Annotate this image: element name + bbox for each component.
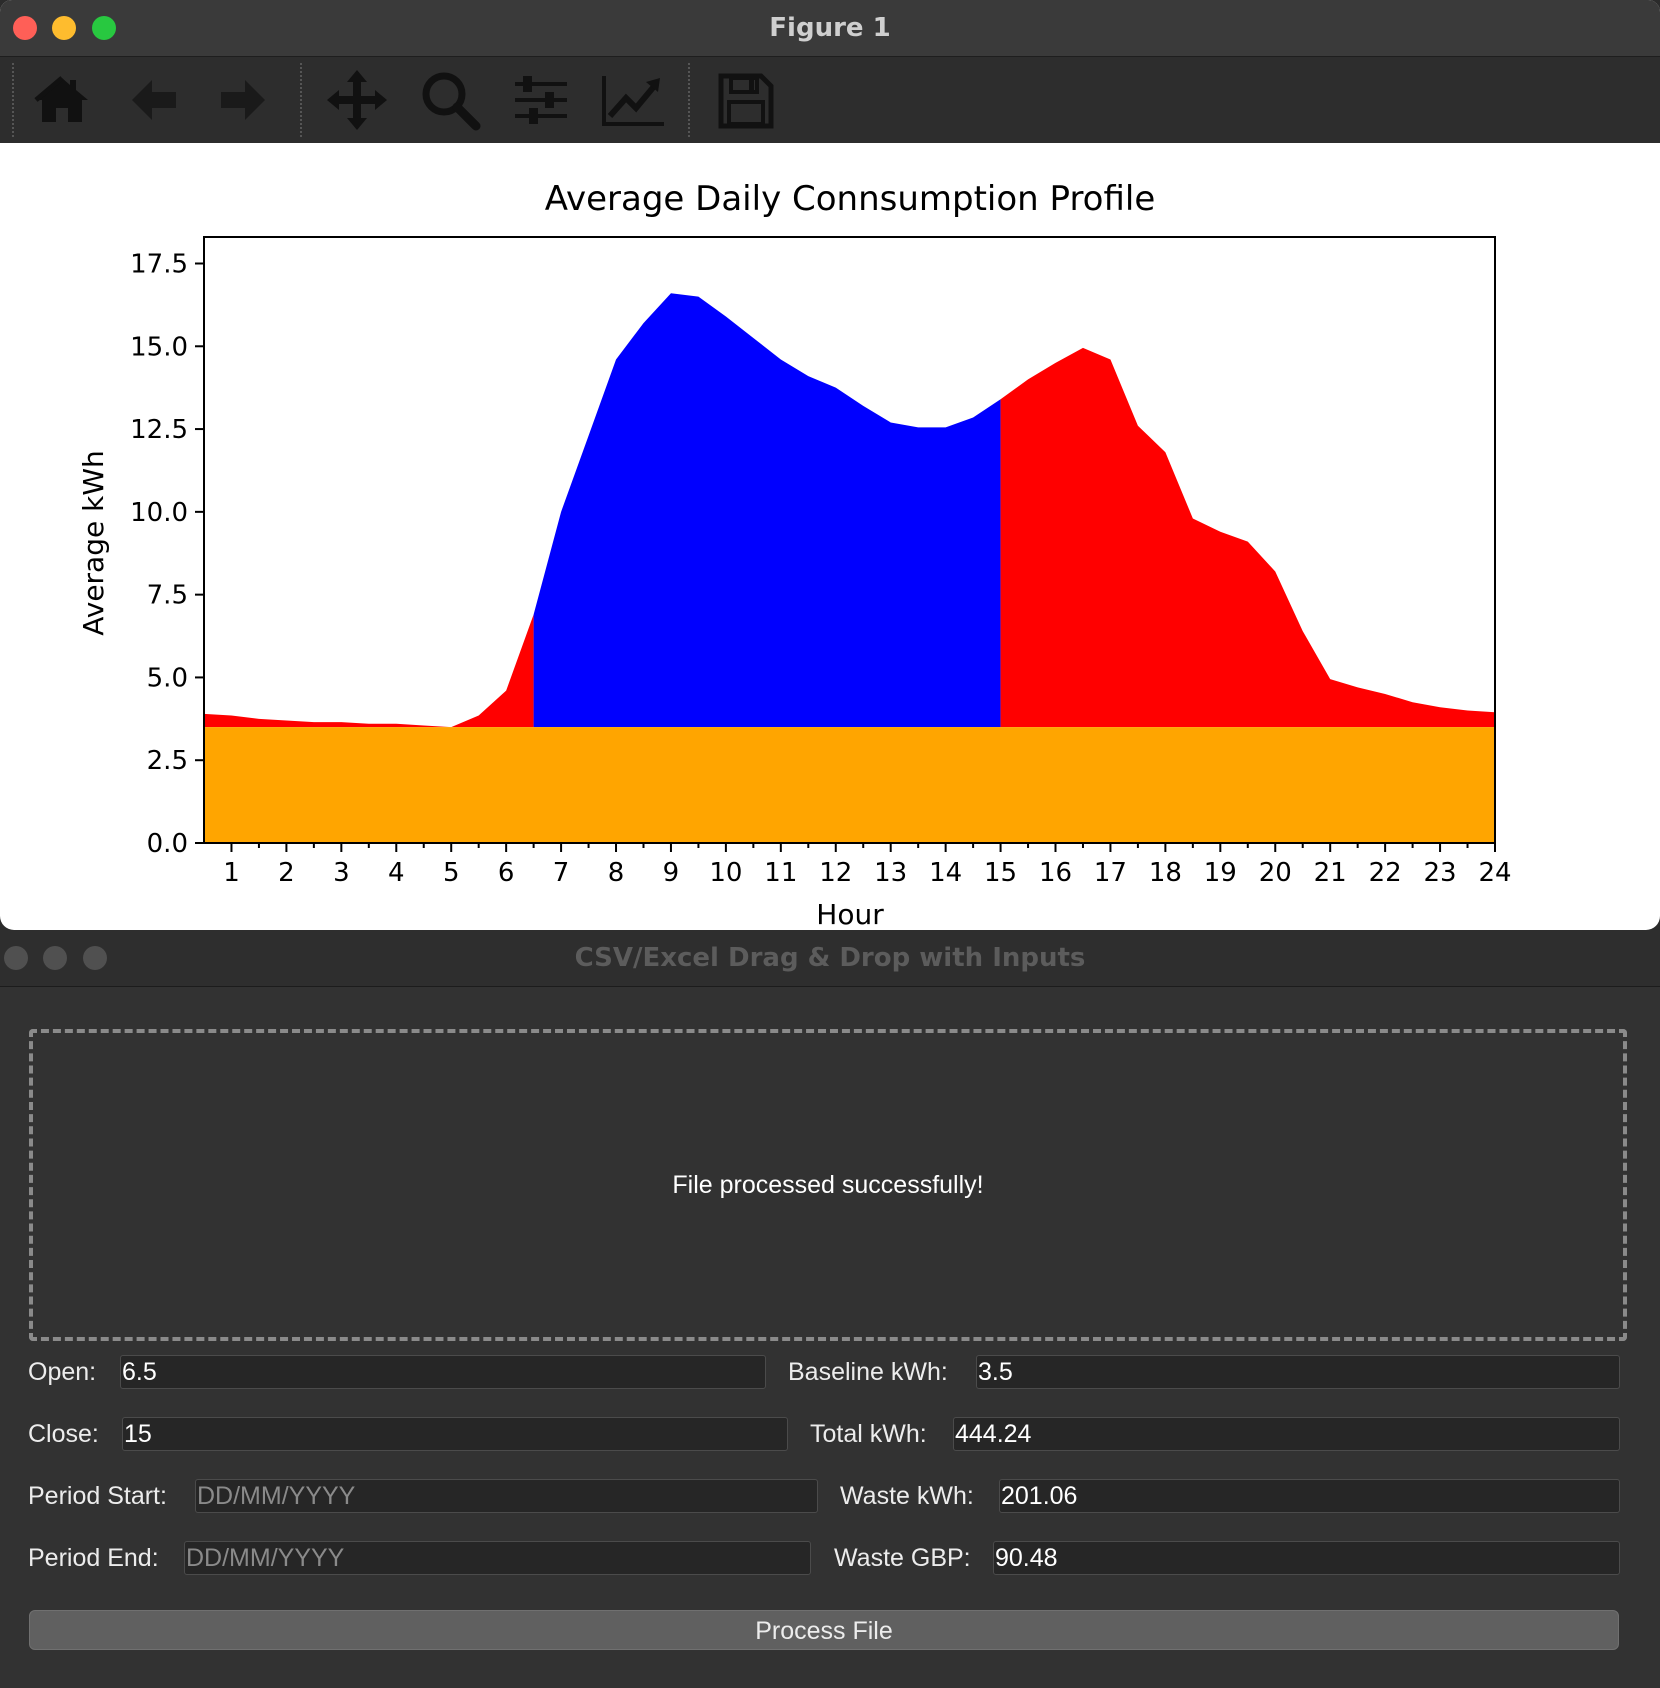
y-tick-label: 0.0 bbox=[147, 829, 188, 859]
toolbar-separator bbox=[688, 63, 690, 137]
figure-titlebar: Figure 1 bbox=[0, 0, 1660, 57]
y-tick-label: 7.5 bbox=[147, 581, 188, 611]
x-tick-label: 20 bbox=[1259, 858, 1292, 888]
total-kwh-label: Total kWh: bbox=[810, 1420, 927, 1448]
process-file-button[interactable]: Process File bbox=[29, 1610, 1619, 1650]
x-tick-label: 10 bbox=[709, 858, 742, 888]
y-tick-label: 10.0 bbox=[130, 498, 188, 528]
y-axis-label: Average kWh bbox=[77, 450, 110, 636]
y-tick-label: 15.0 bbox=[130, 332, 188, 362]
x-tick-label: 12 bbox=[819, 858, 852, 888]
waste-gbp-input[interactable] bbox=[993, 1541, 1620, 1575]
save-button[interactable] bbox=[708, 65, 782, 135]
csv-app-window: CSV/Excel Drag & Drop with Inputs File p… bbox=[0, 930, 1660, 1688]
x-tick-label: 2 bbox=[278, 858, 295, 888]
y-tick-label: 17.5 bbox=[130, 249, 188, 279]
x-tick-label: 7 bbox=[553, 858, 570, 888]
waste-gbp-label: Waste GBP: bbox=[834, 1544, 971, 1572]
app-titlebar: CSV/Excel Drag & Drop with Inputs bbox=[0, 930, 1660, 987]
forward-arrow-icon bbox=[221, 80, 265, 120]
figure-window: Figure 1 Average Daily Connsumpt bbox=[0, 0, 1660, 930]
close-window-button[interactable] bbox=[13, 16, 37, 40]
drop-status-message: File processed successfully! bbox=[672, 1170, 984, 1199]
save-disk-icon bbox=[718, 73, 774, 129]
x-tick-label: 5 bbox=[443, 858, 460, 888]
x-tick-label: 14 bbox=[929, 858, 962, 888]
period-start-label: Period Start: bbox=[28, 1482, 167, 1510]
zoom-window-button[interactable] bbox=[92, 16, 116, 40]
close-window-button[interactable] bbox=[4, 946, 28, 970]
baseline-area bbox=[204, 727, 1495, 843]
waste-kwh-label: Waste kWh: bbox=[840, 1482, 974, 1510]
x-tick-label: 9 bbox=[663, 858, 680, 888]
open-input[interactable] bbox=[120, 1355, 766, 1389]
x-tick-label: 16 bbox=[1039, 858, 1072, 888]
x-tick-label: 17 bbox=[1094, 858, 1127, 888]
waste-area-after-close bbox=[1000, 347, 1495, 728]
baseline-kwh-label: Baseline kWh: bbox=[788, 1358, 948, 1386]
x-tick-label: 15 bbox=[984, 858, 1017, 888]
toolbar-separator bbox=[300, 63, 302, 137]
matplotlib-toolbar bbox=[0, 57, 1660, 143]
home-icon bbox=[34, 76, 88, 122]
x-tick-label: 8 bbox=[608, 858, 625, 888]
x-tick-label: 21 bbox=[1314, 858, 1347, 888]
back-arrow-icon bbox=[132, 80, 176, 120]
x-tick-label: 18 bbox=[1149, 858, 1182, 888]
y-tick-label: 2.5 bbox=[147, 746, 188, 776]
x-tick-label: 1 bbox=[223, 858, 240, 888]
axes-frame bbox=[203, 236, 1496, 844]
forward-button[interactable] bbox=[206, 65, 280, 135]
x-tick-label: 3 bbox=[333, 858, 350, 888]
waste-area-before-open bbox=[204, 614, 534, 728]
pan-move-icon bbox=[327, 70, 387, 130]
zoom-window-button[interactable] bbox=[83, 946, 107, 970]
pan-button[interactable] bbox=[320, 65, 394, 135]
open-label: Open: bbox=[28, 1358, 97, 1386]
file-drop-zone[interactable]: File processed successfully! bbox=[29, 1029, 1627, 1341]
configure-subplots-icon bbox=[515, 76, 567, 124]
configure-subplots-button[interactable] bbox=[504, 65, 578, 135]
zoom-magnifier-icon bbox=[422, 72, 481, 131]
x-tick-label: 22 bbox=[1369, 858, 1402, 888]
home-button[interactable] bbox=[25, 65, 99, 135]
chart-title: Average Daily Connsumption Profile bbox=[545, 179, 1156, 219]
period-end-label: Period End: bbox=[28, 1544, 159, 1572]
minimize-window-button[interactable] bbox=[52, 16, 76, 40]
period-start-input[interactable] bbox=[195, 1479, 818, 1513]
x-axis-label: Hour bbox=[816, 898, 884, 930]
edit-axis-icon bbox=[602, 76, 664, 126]
edit-axis-button[interactable] bbox=[597, 65, 671, 135]
figure-window-title: Figure 1 bbox=[769, 13, 891, 43]
x-tick-label: 11 bbox=[764, 858, 797, 888]
x-tick-label: 6 bbox=[498, 858, 515, 888]
period-end-input[interactable] bbox=[184, 1541, 811, 1575]
x-tick-label: 19 bbox=[1204, 858, 1237, 888]
y-tick-label: 12.5 bbox=[130, 415, 188, 445]
back-button[interactable] bbox=[117, 65, 191, 135]
waste-kwh-input[interactable] bbox=[999, 1479, 1620, 1513]
close-input[interactable] bbox=[122, 1417, 788, 1451]
baseline-kwh-input[interactable] bbox=[976, 1355, 1620, 1389]
minimize-window-button[interactable] bbox=[43, 946, 67, 970]
x-tick-label: 4 bbox=[388, 858, 405, 888]
toolbar-separator bbox=[12, 63, 14, 137]
zoom-button[interactable] bbox=[413, 65, 487, 135]
close-label: Close: bbox=[28, 1420, 99, 1448]
app-window-title: CSV/Excel Drag & Drop with Inputs bbox=[574, 943, 1086, 973]
x-tick-label: 23 bbox=[1424, 858, 1457, 888]
y-tick-label: 5.0 bbox=[147, 663, 188, 693]
x-tick-label: 13 bbox=[874, 858, 907, 888]
operating-hours-area bbox=[533, 293, 1001, 728]
total-kwh-input[interactable] bbox=[953, 1417, 1620, 1451]
x-tick-label: 24 bbox=[1478, 858, 1511, 888]
